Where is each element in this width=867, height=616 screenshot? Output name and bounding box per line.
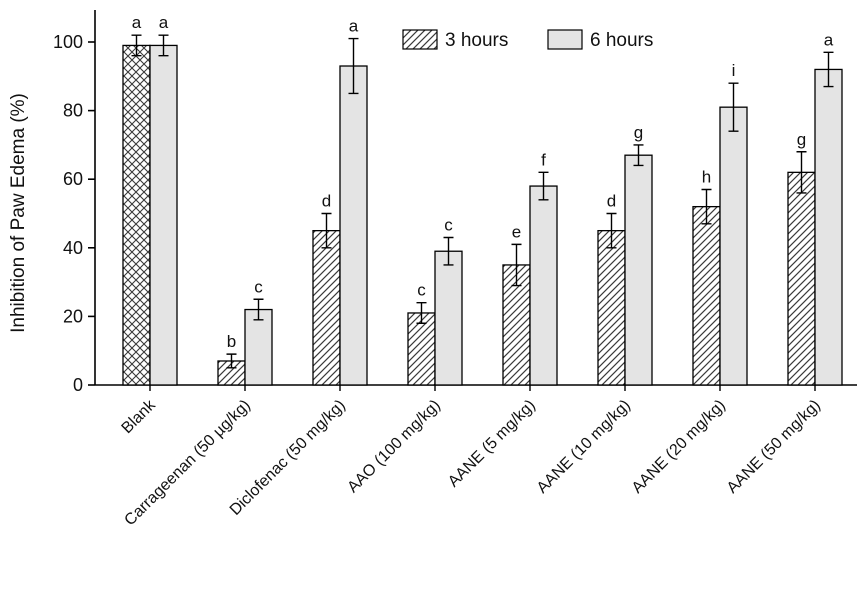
x-category-label: AANE (10 mg/kg) [534,397,634,497]
error-bar [253,298,264,321]
sig-label: f [541,150,546,169]
sig-label: h [702,167,711,186]
sig-label: i [732,61,736,80]
sig-label: b [227,332,236,351]
x-category-label: AAO (100 mg/kg) [344,397,443,496]
error-bar [606,212,617,249]
error-bar [796,151,807,194]
bar-6-hours-aane-5-mg-kg [529,185,558,386]
sig-label: c [444,216,453,235]
legend-swatch-6-hours [547,29,583,50]
legend-label-3-hours: 3 hours [445,30,508,51]
sig-label: g [797,130,806,149]
sig-label: a [824,30,834,49]
bar-6-hours-diclofenac-50-mg-kg [339,65,368,386]
y-axis-title: Inhibition of Paw Edema (%) [8,93,29,333]
x-category-label: AANE (50 mg/kg) [724,397,824,497]
bar-3-hours-aane-10-mg-kg [597,229,626,386]
y-tick-label: 80 [63,101,83,121]
bar-6-hours-blank [149,44,178,386]
legend-label-6-hours: 6 hours [590,30,653,51]
bar-6-hours-aane-10-mg-kg [624,154,653,386]
error-bar [443,236,454,266]
bar-3-hours-aane-20-mg-kg [692,205,721,386]
legend-item-3-hours: 3 hours [402,29,508,51]
error-bar [728,82,739,132]
sig-label: d [607,192,616,211]
error-bar [226,353,237,369]
error-bar [321,212,332,249]
bar-3-hours-diclofenac-50-mg-kg [312,229,341,386]
sig-label: c [417,281,426,300]
error-bar [348,37,359,95]
bar-6-hours-aane-20-mg-kg [719,106,748,386]
error-bar [701,188,712,225]
y-tick-label: 0 [73,375,83,395]
error-bar [511,243,522,287]
sig-label: e [512,222,521,241]
legend: 3 hours 6 hours [402,29,653,51]
y-tick-label: 60 [63,169,83,189]
x-category-label: AANE (5 mg/kg) [445,397,539,491]
legend-swatch-3-hours [402,29,438,50]
bar-3-hours-aao-100-mg-kg [407,312,436,386]
sig-label: d [322,192,331,211]
legend-item-6-hours: 6 hours [547,29,653,51]
sig-label: c [254,277,263,296]
error-bar [633,144,644,167]
x-category-label: AANE (20 mg/kg) [629,397,729,497]
bar-6-hours-carrageenan-50-g-kg [244,308,273,386]
bar-3-hours-aane-50-mg-kg [787,171,816,386]
error-bar [131,34,142,57]
error-bar [158,34,169,57]
y-tick-label: 20 [63,306,83,326]
error-bar [416,301,427,324]
error-bar [538,171,549,201]
y-tick-label: 40 [63,238,83,258]
bar-6-hours-aao-100-mg-kg [434,250,463,386]
bar-6-hours-aane-50-mg-kg [814,68,843,386]
x-category-label: Blank [119,396,160,437]
error-bar [823,51,834,88]
bar-3-hours-blank [122,44,151,386]
sig-label: g [634,123,643,142]
sig-label: a [159,13,169,32]
sig-label: a [349,17,359,36]
sig-label: a [132,13,142,32]
y-tick-label: 100 [53,32,83,52]
